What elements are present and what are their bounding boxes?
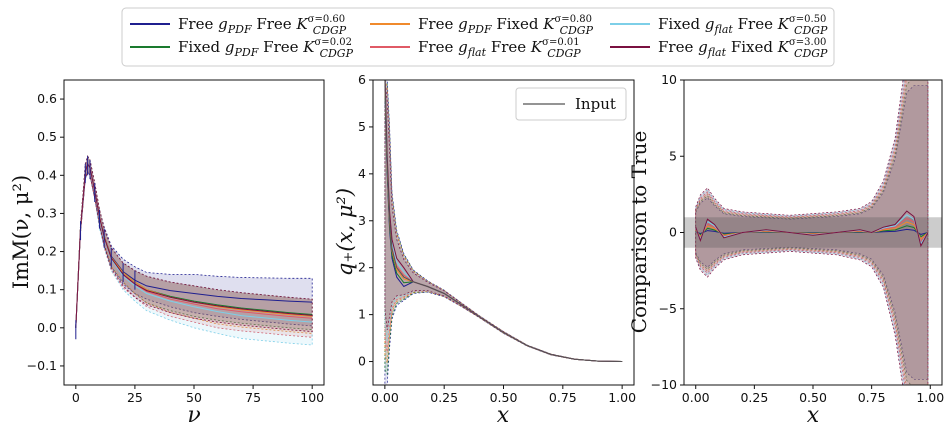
qplus-band-s1: [384, 80, 623, 385]
panel-qplus: 0.00 0.25 0.50 0.75 1.00 0 1 2 3 4 5 6 Input x q₊(x…: [333, 72, 636, 428]
legend-label-s3: Free gPDF Fixed Kσ=0.80 CDGP: [418, 14, 594, 37]
qplus-xtick-label: 1.00: [608, 390, 636, 405]
imM-ytick-label: 0.0: [37, 320, 57, 335]
cmp-ytick-label: −10: [651, 377, 677, 392]
panel-imM: 0 25 50 75 100 −0.1 0.0 0.1 0.2 0.3 0.4 0.5 0.6 ν Im…: [9, 79, 325, 428]
band-s4: [75, 155, 313, 338]
cmp-ytick-label: 0: [669, 225, 677, 240]
qplus-ytick-label: 1: [358, 307, 366, 322]
qplus-band-s6: [384, 80, 623, 362]
panel-qplus-ylabel: q₊(x, μ²): [333, 188, 357, 276]
cmp-xtick-label: 0.00: [682, 390, 710, 405]
legend-label-s6: Free gflat Fixed Kσ=3.00 CDGP: [658, 37, 828, 60]
qplus-line-s4: [384, 80, 623, 362]
legend-label-s4: Free gflat Free Kσ=0.01 CDGP: [418, 37, 581, 60]
qplus-ytick-label: 2: [358, 260, 366, 275]
panel-imM-xlabel: ν: [187, 403, 200, 428]
panel-qplus-xlabel: x: [497, 403, 510, 428]
qplus-band-s3: [384, 80, 623, 363]
cmp-ytick-label: 5: [669, 148, 677, 163]
imM-xtick-label: 50: [186, 390, 202, 405]
legend-label-s2: Fixed gPDF Free Kσ=0.02 CDGP: [178, 37, 354, 60]
cmp-xtick-label: 0.50: [799, 390, 827, 405]
panel-comparison-xlabel: x: [807, 403, 820, 428]
panel-comparison-plot: [684, 80, 942, 385]
imM-ytick-label: 0.2: [37, 244, 57, 259]
panel-comparison-frame: [683, 79, 943, 386]
panel-qplus-plot: [384, 80, 623, 385]
qplus-xtick-label: 0.75: [549, 390, 577, 405]
imM-xtick-label: 100: [300, 390, 324, 405]
imM-ytick-label: 0.5: [37, 129, 57, 144]
panel-comparison: 0.00 0.25 0.50 0.75 1.00 −10 −5 0 5 10 x Comparis…: [627, 72, 944, 428]
panel-imM-ylabel: ImM(ν, μ²): [9, 175, 33, 289]
qplus-line-s1: [384, 89, 623, 362]
qplus-xtick-label: 0.25: [430, 390, 458, 405]
input-legend-frame: [515, 87, 627, 121]
imM-ytick-label: 0.6: [37, 91, 57, 106]
legend-frame: [121, 7, 835, 67]
imM-ytick-label: 0.1: [37, 282, 57, 297]
qplus-xtick-label: 0.50: [490, 390, 518, 405]
qplus-band-s5: [384, 80, 623, 362]
panel-imM-frame: [63, 79, 325, 386]
panel-qplus-frame: [372, 79, 635, 386]
qplus-ytick-label: 6: [358, 72, 366, 87]
cmp-xtick-label: 0.25: [740, 390, 768, 405]
band-s6: [75, 155, 313, 333]
qplus-input-line: [384, 80, 623, 362]
qplus-band-s2: [384, 80, 623, 376]
imM-xtick-label: 0: [72, 390, 80, 405]
cmp-xtick-label: 1.00: [916, 390, 944, 405]
qplus-line-s2: [384, 85, 623, 362]
imM-ytick-label: −0.1: [27, 358, 57, 373]
qplus-band-s4: [384, 80, 623, 362]
cmp-line-s6: [695, 210, 929, 248]
band-s5: [75, 155, 313, 346]
imM-xtick-label: 25: [127, 390, 143, 405]
qplus-line-s3: [384, 81, 623, 362]
cmp-ytick-label: −5: [659, 301, 677, 316]
cmp-ytick-label: 10: [661, 72, 677, 87]
cmp-xtick-label: 0.75: [858, 390, 886, 405]
qplus-ytick-label: 4: [358, 166, 366, 181]
legend-label-s1: Free gPDF Free Kσ=0.60 CDGP: [178, 14, 347, 37]
qplus-ytick-label: 5: [358, 119, 366, 134]
legend-label-s5: Fixed gflat Free Kσ=0.50 CDGP: [658, 14, 828, 37]
imM-ytick-label: 0.3: [37, 205, 57, 220]
panel-comparison-ylabel: Comparison to True: [627, 131, 651, 334]
qplus-ytick-label: 3: [358, 213, 366, 228]
input-legend-label: Input: [575, 95, 616, 113]
qplus-xtick-label: 0.00: [371, 390, 399, 405]
imM-ytick-label: 0.4: [37, 167, 57, 182]
input-legend: Input: [515, 87, 627, 121]
qplus-ytick-label: 0: [358, 354, 366, 369]
imM-xtick-label: 75: [245, 390, 261, 405]
